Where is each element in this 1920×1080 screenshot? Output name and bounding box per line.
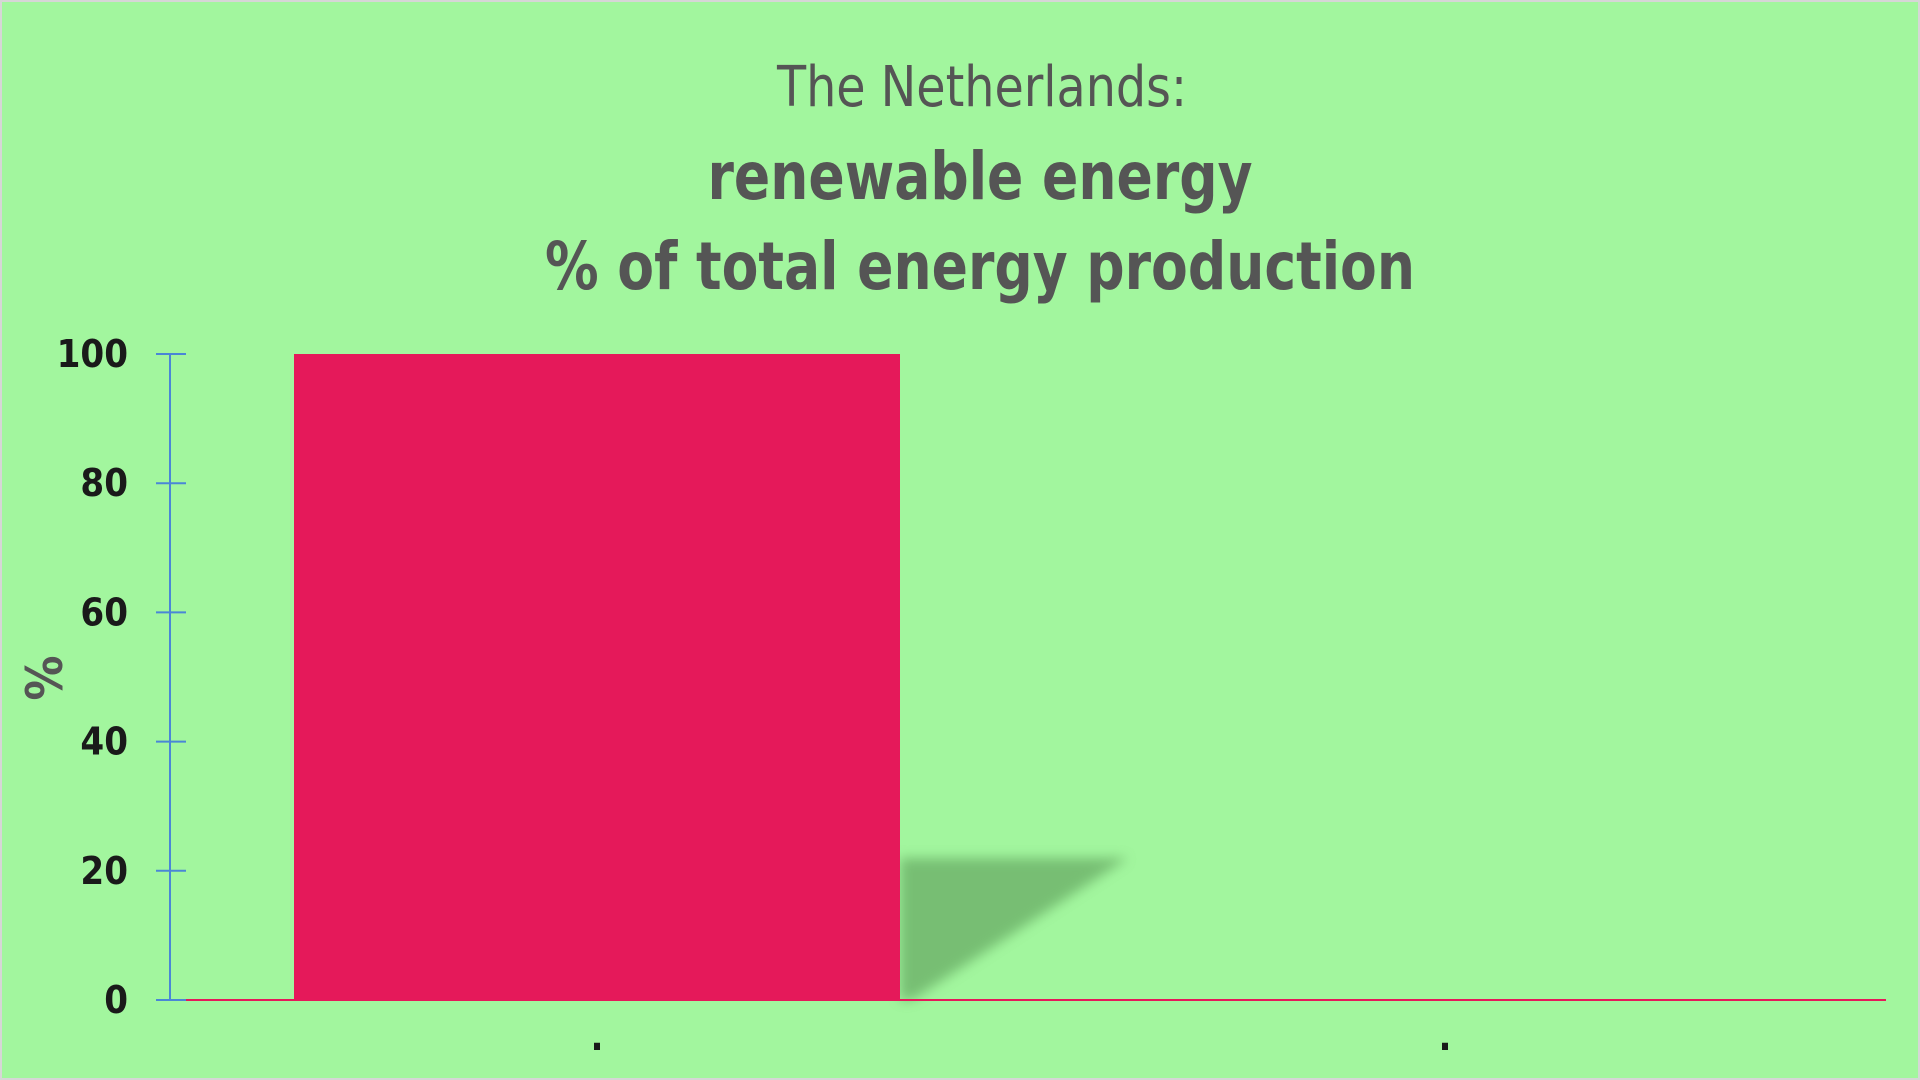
- y-tick-label-40: 40: [80, 720, 128, 764]
- y-axis-label: %: [16, 655, 74, 700]
- x-tick-label-1: .: [591, 1015, 604, 1059]
- bar-shadows: [900, 857, 1128, 1000]
- chart-subtitle-line-1: renewable energy: [708, 138, 1253, 215]
- chart-subtitle-line-2: % of total energy production: [545, 228, 1415, 305]
- bar-shadow-1: [900, 857, 1128, 1000]
- y-tick-labels: 0 20 40 60 80 100: [57, 332, 128, 1022]
- y-tick-label-60: 60: [80, 590, 128, 634]
- x-tick-labels: ..: [591, 1015, 1452, 1059]
- y-tick-label-20: 20: [80, 849, 128, 893]
- bars: [294, 354, 900, 1000]
- y-tick-label-100: 100: [57, 332, 128, 376]
- x-tick-label-2: .: [1439, 1015, 1452, 1059]
- y-axis: [156, 353, 1886, 1001]
- bar-1: [294, 354, 900, 1000]
- chart-title: The Netherlands:: [776, 55, 1187, 120]
- y-tick-label-80: 80: [80, 461, 128, 505]
- y-tick-label-0: 0: [104, 978, 128, 1022]
